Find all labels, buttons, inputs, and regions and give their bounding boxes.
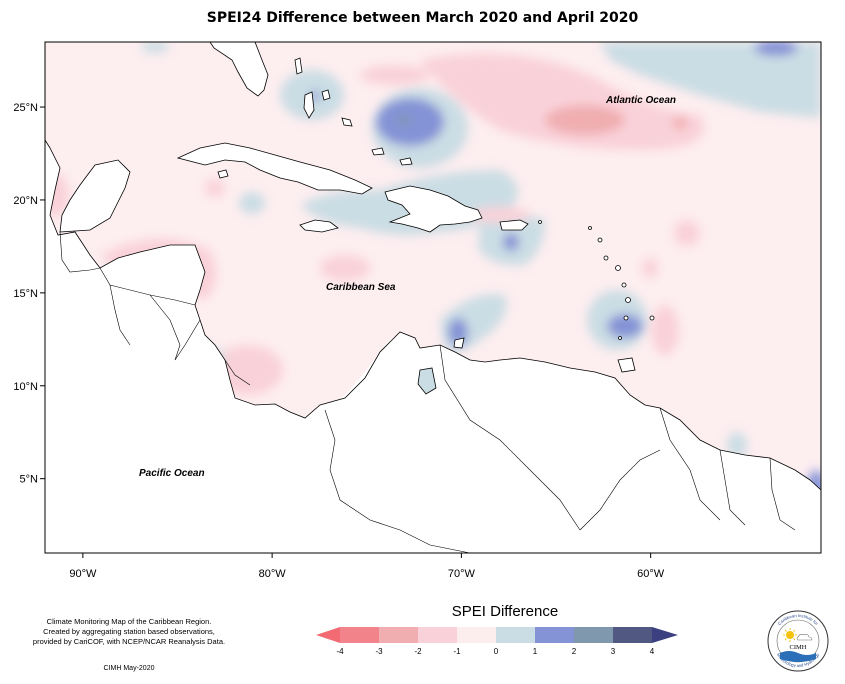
credit-line-3: provided by CariCOF, with NCEP/NCAR Rean… — [32, 637, 226, 646]
land-island — [588, 226, 592, 230]
anomaly-blue-gulf — [141, 42, 169, 53]
land-yucatan — [59, 159, 131, 233]
legend-tick-label: -2 — [414, 647, 422, 656]
credit-date: CIMH May-2020 — [103, 665, 155, 672]
anomaly-pink-mona — [470, 207, 530, 223]
land-puerto-rico — [499, 219, 529, 231]
legend-tick-label: 3 — [611, 647, 616, 656]
map-title: SPEI24 Difference between March 2020 and… — [206, 10, 639, 26]
lon-tick-label: 80°W — [259, 568, 287, 580]
legend-arrow-high — [652, 627, 678, 643]
legend-swatch — [379, 627, 419, 643]
legend-swatch — [535, 627, 575, 643]
land-island — [649, 315, 655, 321]
land-bahamas-5 — [371, 147, 385, 156]
legend-swatch — [574, 627, 614, 643]
label-caribbean-sea: Caribbean Sea — [326, 282, 396, 293]
land-island — [625, 297, 631, 303]
land-cuba — [176, 142, 373, 195]
anomaly-pink-barbados — [651, 305, 679, 355]
label-atlantic-ocean: Atlantic Ocean — [605, 95, 676, 106]
sun-icon — [783, 628, 797, 642]
land-curacao — [453, 337, 465, 349]
anomaly-pink-atlantic — [420, 53, 704, 151]
credit-line-2: Created by aggregating station based obs… — [43, 627, 215, 636]
lon-tick-label: 70°W — [448, 568, 476, 580]
land-island — [603, 255, 609, 261]
legend-tick-label: -3 — [375, 647, 383, 656]
land-masses — [45, 42, 821, 553]
wave-icon — [780, 651, 816, 662]
logo-name: CIMH — [790, 644, 807, 651]
land-mainland — [45, 139, 821, 553]
anomaly-dark-turks — [376, 98, 444, 146]
land-bahamas-4 — [341, 117, 353, 127]
anomaly-core-turks — [398, 115, 410, 125]
land-jamaica — [299, 219, 339, 233]
map-area — [45, 42, 821, 553]
label-pacific-ocean: Pacific Ocean — [139, 468, 205, 479]
anomaly-red-atlantic — [545, 105, 625, 135]
land-bahamas-3 — [321, 89, 331, 101]
lat-tick-label: 5°N — [20, 474, 39, 486]
lat-axis: 5°N 10°N 15°N 20°N 25°N — [13, 102, 45, 486]
anomaly-pink-cuba — [205, 179, 225, 197]
land-island — [621, 282, 627, 288]
land-hispaniola — [384, 185, 483, 233]
cimh-logo: Caribbean Institute for Meteorology and … — [767, 610, 829, 672]
legend-swatch — [613, 627, 653, 643]
land-isle-of-youth — [217, 169, 229, 179]
credit-line-1: Climate Monitoring Map of the Caribbean … — [46, 617, 212, 626]
anomaly-blue-guyana — [727, 432, 747, 458]
land-trinidad — [617, 357, 636, 373]
legend-swatch — [340, 627, 380, 643]
land-island — [597, 237, 603, 243]
legend-tick-label: -4 — [336, 647, 344, 656]
land-bahamas-2 — [303, 91, 315, 119]
anomaly-blue-cayman — [239, 192, 265, 214]
lat-tick-label: 10°N — [13, 381, 38, 393]
lon-axis: 90°W 80°W 70°W 60°W — [69, 553, 665, 580]
anomaly-pink-central — [320, 255, 370, 281]
country-borders — [59, 231, 796, 553]
legend-colorbar: -4 -3 -2 -1 0 1 2 3 4 — [316, 627, 678, 656]
legend-tick-label: -1 — [453, 647, 461, 656]
land-bahamas-1 — [294, 57, 303, 75]
anomaly-dark-puerto-rico — [503, 233, 519, 251]
anomaly-blue-northeast — [600, 42, 821, 118]
legend-arrow-low — [316, 627, 340, 643]
land-island — [615, 265, 621, 271]
cloud-icon — [796, 634, 813, 641]
land-florida — [209, 42, 269, 97]
lat-tick-label: 15°N — [13, 288, 38, 300]
anomaly-pink-leeward — [674, 220, 700, 246]
legend-tick-label: 0 — [494, 647, 499, 656]
anomaly-dark-windward — [607, 314, 643, 338]
anomaly-dark-northeast — [754, 42, 798, 56]
land-island — [618, 336, 622, 340]
legend-tick-label: 1 — [533, 647, 538, 656]
anomaly-pink-antigua — [642, 258, 658, 278]
lon-tick-label: 60°W — [637, 568, 665, 580]
legend-tick-label: 4 — [650, 647, 655, 656]
land-bahamas-6 — [399, 157, 413, 166]
map-frame — [44, 41, 822, 554]
credits-text: Climate Monitoring Map of the Caribbean … — [14, 617, 244, 647]
lon-tick-label: 90°W — [69, 568, 97, 580]
anomaly-pink-north — [360, 65, 430, 85]
legend-title: SPEI Difference — [451, 603, 559, 620]
legend-swatch — [496, 627, 536, 643]
anomaly-red-atlantic-small — [672, 117, 688, 129]
lat-tick-label: 20°N — [13, 195, 38, 207]
land-island — [623, 315, 629, 321]
legend-tick-label: 2 — [572, 647, 577, 656]
legend-swatch — [418, 627, 458, 643]
land-island — [538, 220, 542, 224]
legend-swatch — [457, 627, 497, 643]
lat-tick-label: 25°N — [13, 102, 38, 114]
lake-maracaibo — [417, 367, 437, 395]
